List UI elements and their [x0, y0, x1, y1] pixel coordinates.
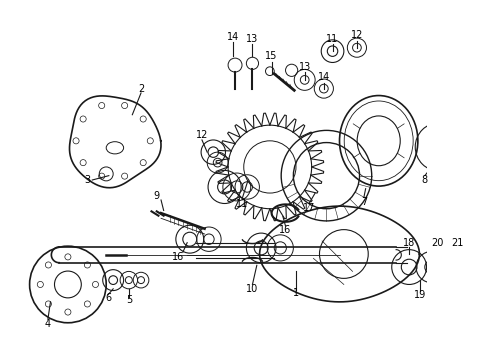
Text: 16: 16	[279, 225, 292, 235]
Text: 6: 6	[105, 293, 111, 303]
Text: 1: 1	[293, 288, 299, 298]
Text: 12: 12	[351, 31, 363, 40]
Text: 3: 3	[84, 175, 90, 185]
Text: 13: 13	[246, 34, 259, 44]
Text: 12: 12	[196, 130, 208, 140]
Text: 8: 8	[422, 175, 428, 185]
Text: 16: 16	[172, 252, 185, 262]
Text: 4: 4	[45, 319, 51, 329]
Text: 21: 21	[451, 238, 463, 248]
Text: 7: 7	[361, 197, 367, 207]
Text: 11: 11	[236, 198, 248, 208]
Text: 18: 18	[403, 238, 416, 248]
Text: 15: 15	[266, 51, 278, 62]
Text: 19: 19	[414, 290, 426, 300]
Text: 5: 5	[126, 295, 132, 305]
Text: 11: 11	[326, 34, 339, 44]
Text: 2: 2	[138, 84, 144, 94]
Text: 14: 14	[227, 32, 240, 42]
Text: 13: 13	[298, 62, 311, 72]
Text: 17: 17	[303, 203, 315, 213]
Text: 9: 9	[154, 191, 160, 201]
Text: 20: 20	[431, 238, 443, 248]
Text: 10: 10	[246, 284, 259, 294]
Text: 14: 14	[318, 72, 330, 82]
